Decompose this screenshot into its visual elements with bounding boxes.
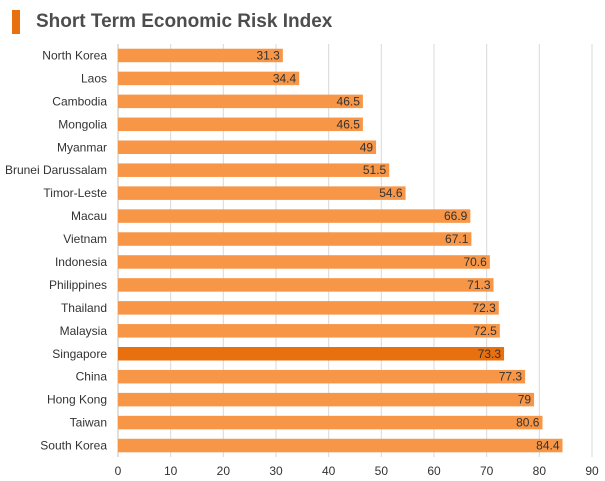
bar	[118, 48, 283, 63]
data-label: 49	[360, 140, 374, 154]
x-tick-label: 50	[375, 464, 389, 478]
data-label: 34.4	[273, 71, 297, 85]
x-tick-label: 0	[115, 464, 122, 478]
bar	[118, 255, 490, 269]
category-label: South Korea	[40, 439, 107, 453]
category-label: Malaysia	[60, 324, 108, 338]
data-label: 67.1	[445, 232, 469, 246]
category-label: Singapore	[52, 347, 107, 361]
bar	[118, 415, 543, 430]
data-label: 31.3	[256, 48, 280, 62]
category-label: Indonesia	[55, 255, 107, 269]
x-tick-label: 10	[164, 464, 178, 478]
data-label: 46.5	[337, 94, 361, 108]
data-label: 54.6	[379, 186, 403, 200]
category-label: Philippines	[49, 278, 107, 292]
data-label: 84.4	[536, 439, 560, 453]
bar	[118, 347, 505, 361]
bar	[118, 209, 471, 223]
bar	[118, 140, 377, 154]
category-label: Timor-Leste	[43, 186, 107, 200]
bar	[118, 71, 300, 86]
bar	[118, 438, 563, 453]
bar	[118, 392, 535, 407]
category-label: Taiwan	[70, 416, 107, 430]
data-label: 66.9	[444, 209, 468, 223]
bar	[118, 324, 500, 338]
data-label: 51.5	[363, 163, 387, 177]
data-label: 71.3	[467, 278, 491, 292]
category-label: Vietnam	[63, 232, 107, 246]
category-label: China	[76, 370, 108, 384]
bar	[118, 232, 472, 246]
category-label: North Korea	[42, 48, 107, 62]
category-label: Brunei Darussalam	[5, 163, 107, 177]
data-label: 70.6	[463, 255, 487, 269]
data-label: 72.3	[472, 301, 496, 315]
bar	[118, 94, 363, 109]
category-label: Myanmar	[57, 140, 107, 154]
x-tick-label: 20	[217, 464, 231, 478]
x-tick-label: 90	[585, 464, 599, 478]
category-label: Mongolia	[58, 117, 107, 131]
data-label: 72.5	[473, 324, 497, 338]
x-tick-label: 30	[269, 464, 283, 478]
chart-title: Short Term Economic Risk Index	[36, 11, 333, 32]
bar	[118, 278, 494, 292]
category-label: Macau	[71, 209, 107, 223]
category-label: Laos	[81, 71, 107, 85]
bar	[118, 163, 390, 177]
data-label: 46.5	[337, 117, 361, 131]
data-label: 73.3	[478, 347, 502, 361]
category-label: Cambodia	[52, 94, 107, 108]
category-label: Thailand	[61, 301, 107, 315]
data-label: 77.3	[499, 370, 523, 384]
bar	[118, 117, 363, 132]
category-label: Hong Kong	[47, 393, 107, 407]
x-tick-label: 80	[533, 464, 547, 478]
x-tick-label: 60	[427, 464, 441, 478]
bar	[118, 301, 499, 315]
data-label: 79	[518, 393, 532, 407]
title-accent-bar	[12, 10, 20, 34]
x-tick-label: 70	[480, 464, 494, 478]
x-tick-label: 40	[322, 464, 336, 478]
bar	[118, 369, 526, 384]
bar	[118, 186, 406, 200]
data-label: 80.6	[516, 416, 540, 430]
